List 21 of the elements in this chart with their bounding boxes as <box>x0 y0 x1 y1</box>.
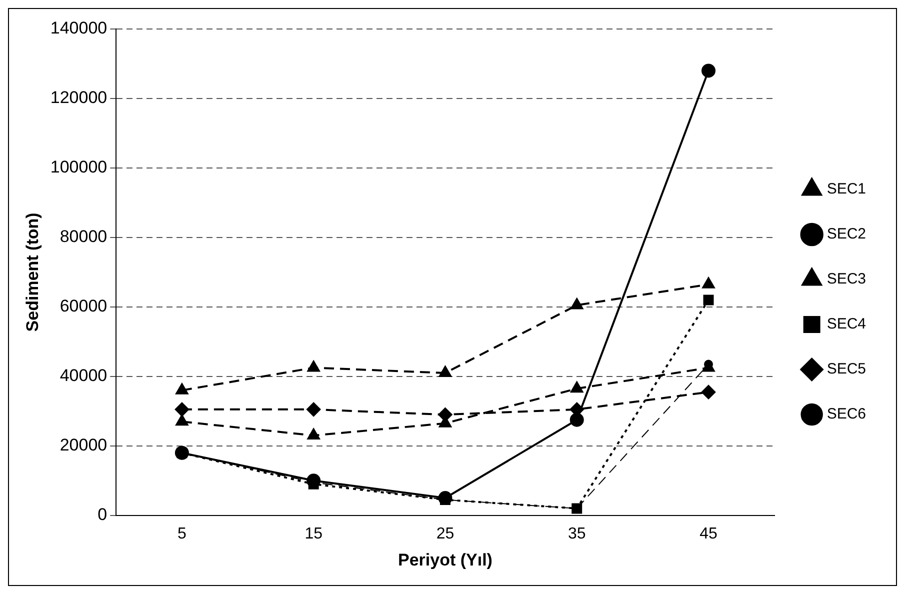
y-tick-label: 0 <box>98 505 108 524</box>
legend-label: SEC3 <box>826 270 866 288</box>
legend-label: SEC2 <box>826 226 866 243</box>
y-tick-label: 80000 <box>60 227 108 246</box>
legend-label: SEC1 <box>826 180 866 198</box>
x-tick-label: 35 <box>568 525 586 542</box>
y-tick-label: 100000 <box>50 158 108 177</box>
y-tick-label: 40000 <box>60 366 108 386</box>
y-axis-title: Sediment (ton) <box>22 212 42 332</box>
legend-label: SEC6 <box>826 406 866 423</box>
x-tick-label: 45 <box>700 525 718 542</box>
legend-label: SEC4 <box>826 316 866 333</box>
y-tick-label: 140000 <box>50 18 108 38</box>
legend-label: SEC5 <box>826 360 866 378</box>
x-tick-label: 25 <box>436 525 454 542</box>
y-tick-label: 120000 <box>50 88 108 108</box>
x-axis-title: Periyot (Yıl) <box>398 550 492 570</box>
y-tick-label: 60000 <box>60 296 108 316</box>
y-tick-label: 20000 <box>60 436 108 455</box>
x-tick-label: 15 <box>304 525 323 542</box>
x-tick-label: 5 <box>177 525 186 542</box>
